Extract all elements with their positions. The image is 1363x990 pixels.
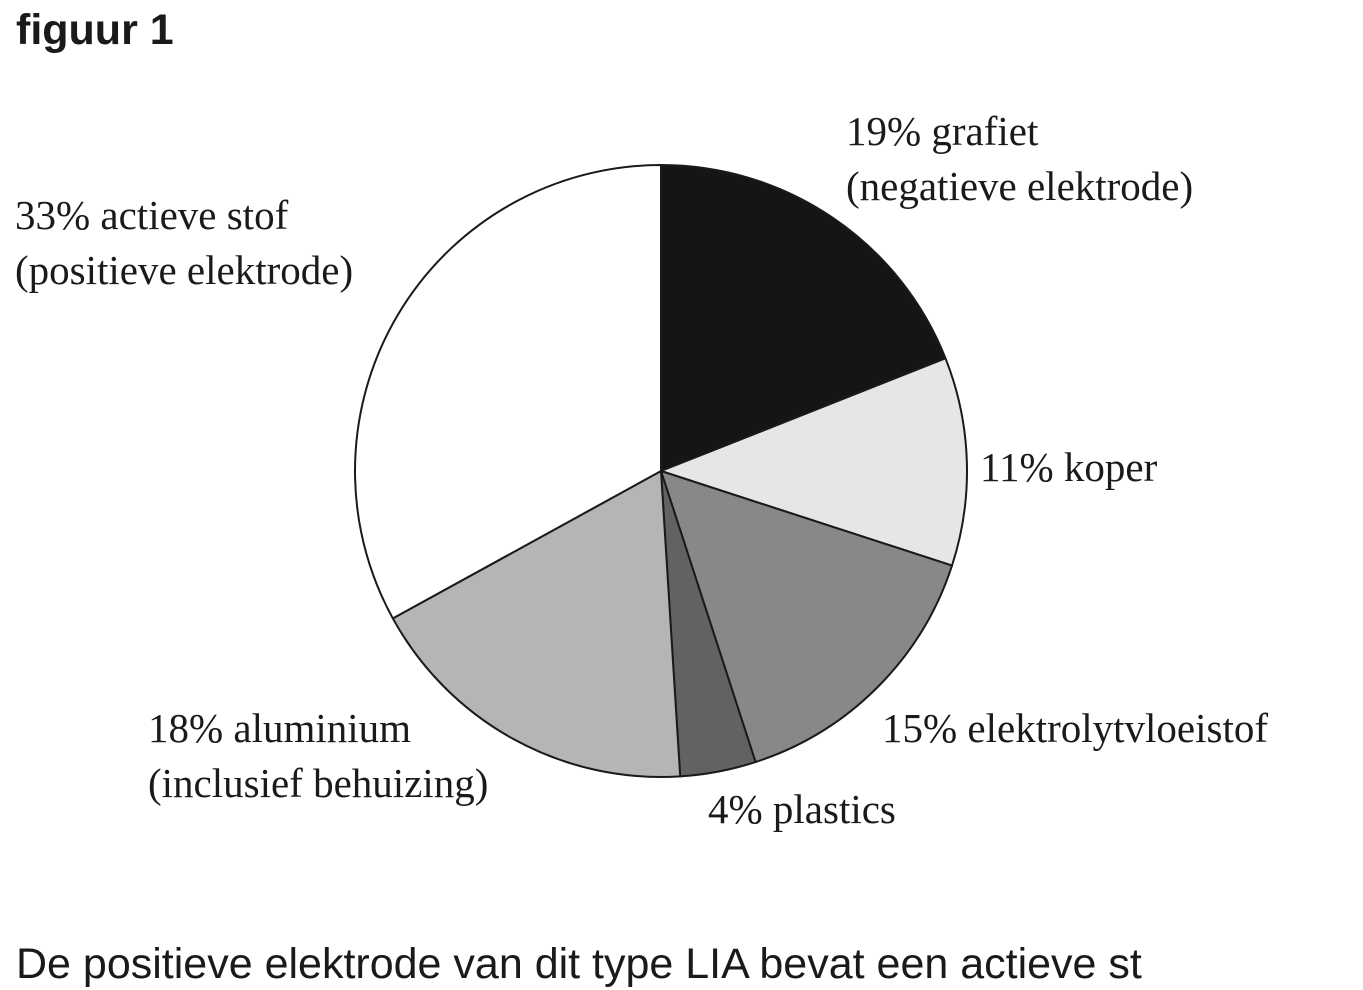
slice-label-koper: 11% koper	[980, 444, 1158, 490]
slice-label-line: (positieve elektrode)	[15, 247, 353, 293]
slice-label-plastics: 4% plastics	[708, 786, 896, 832]
figure-heading: figuur 1	[16, 6, 174, 54]
slice-label-line: (negatieve elektrode)	[846, 163, 1193, 209]
slice-label-line: (inclusief behuizing)	[148, 760, 488, 806]
pie-slice-aluminium	[391, 470, 682, 778]
slice-label-elektrolytvloeistof: 15% elektrolytvloeistof	[882, 705, 1268, 751]
slice-label-line: 18% aluminium	[148, 705, 411, 751]
slice-labels: 19% grafiet (negatieve elektrode) 11% kope…	[15, 108, 1268, 832]
pie-slice-grafiet	[660, 164, 947, 472]
pie-slice-elektrolytvloeistof	[660, 470, 954, 764]
body-text: De positieve elektrode van dit type LIA …	[16, 940, 1142, 988]
slice-label-line: 15% elektrolytvloeistof	[882, 705, 1268, 751]
slice-label-line: 33% actieve stof	[15, 192, 289, 238]
slice-label-line: 4% plastics	[708, 786, 896, 832]
slice-label-grafiet: 19% grafiet (negatieve elektrode)	[846, 108, 1193, 209]
slice-label-line: 19% grafiet	[846, 108, 1039, 154]
slice-label-line: 11% koper	[980, 444, 1158, 490]
pie-slices	[354, 164, 968, 778]
slice-label-actieve-stof: 33% actieve stof (positieve elektrode)	[15, 192, 353, 293]
pie-slice-koper	[660, 357, 968, 567]
slice-label-aluminium: 18% aluminium (inclusief behuizing)	[148, 705, 488, 806]
pie-slice-actieve-stof	[354, 164, 662, 620]
